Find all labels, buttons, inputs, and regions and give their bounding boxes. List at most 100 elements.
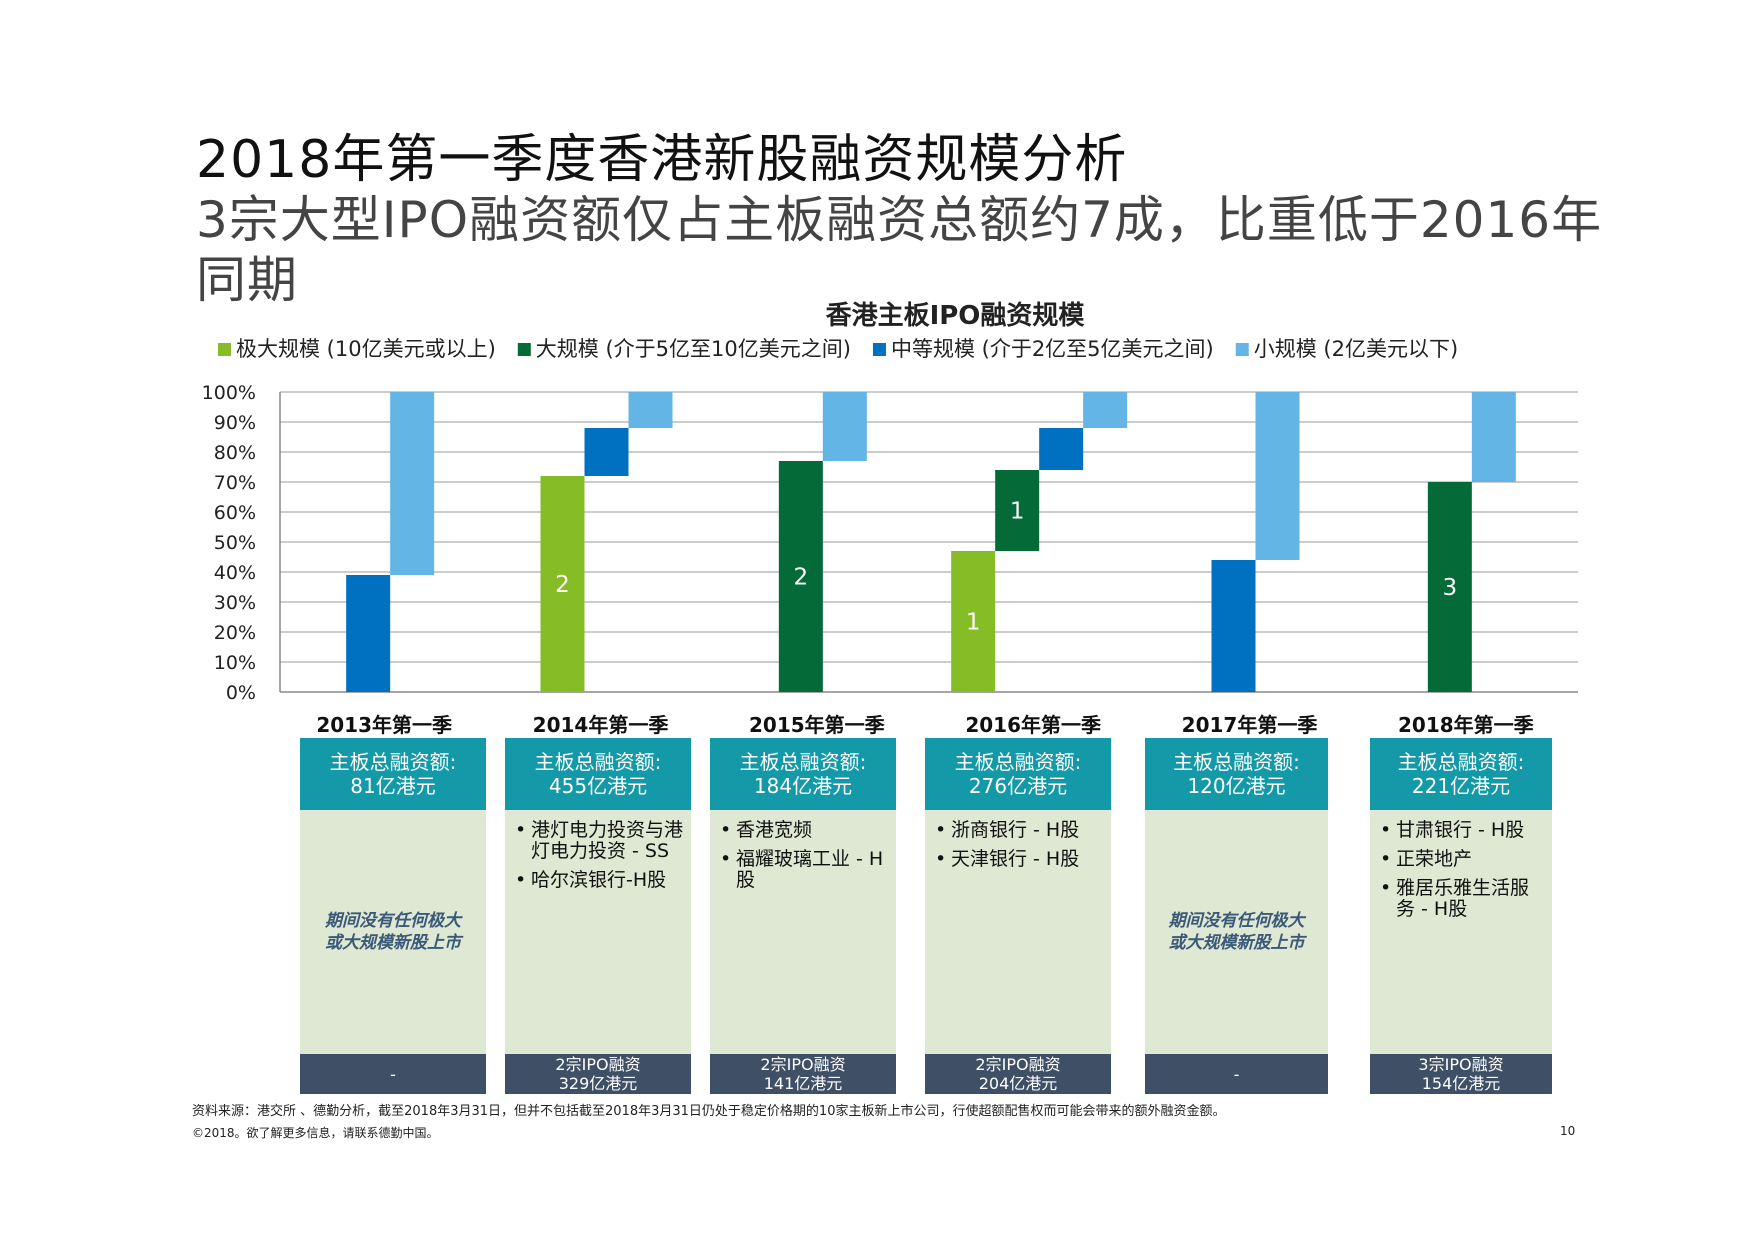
- quarter-panel: 主板总融资额:276亿港元浙商银行 - H股天津银行 - H股2宗IPO融资20…: [925, 738, 1111, 1094]
- panel-total-value: 276亿港元: [968, 774, 1068, 798]
- y-tick-label: 90%: [214, 412, 256, 434]
- bar-l-5: [1427, 482, 1472, 692]
- y-tick-label: 0%: [226, 682, 256, 704]
- ipo-company-item: 香港宽频: [720, 820, 888, 842]
- copyright-note: ©2018。欲了解更多信息，请联系德勤中国。: [192, 1126, 439, 1140]
- x-tick-label: 2013年第一季: [316, 713, 452, 737]
- x-tick-label: 2018年第一季: [1398, 713, 1534, 737]
- bar-s-2: [822, 392, 867, 461]
- panel-total-value: 221亿港元: [1411, 774, 1511, 798]
- bar-count-label: 1: [1010, 499, 1025, 525]
- panel-ipo-count: -: [390, 1064, 396, 1084]
- panel-body: 期间没有任何极大或大规模新股上市: [300, 810, 486, 1054]
- bar-count-label: 2: [794, 565, 809, 591]
- bar-count-label: 3: [1443, 575, 1458, 601]
- panel-ipo-summary: 2宗IPO融资 204亿港元: [925, 1054, 1111, 1094]
- panel-total-value: 120亿港元: [1187, 774, 1286, 798]
- panel-ipo-amount: 154亿港元: [1421, 1074, 1501, 1093]
- y-tick-label: 10%: [214, 652, 256, 674]
- y-tick-label: 40%: [214, 562, 256, 584]
- chart-bars: 2 2 1 1 3: [346, 392, 1516, 692]
- panel-total-label: 主板总融资额:: [1397, 750, 1525, 774]
- panel-body: 甘肃银行 - H股正荣地产雅居乐雅生活服务 - H股: [1370, 810, 1552, 1054]
- bar-count-label: 2: [555, 572, 570, 598]
- panel-ipo-summary: -: [300, 1054, 486, 1094]
- panel-body: 浙商银行 - H股天津银行 - H股: [925, 810, 1111, 1054]
- y-tick-label: 70%: [214, 472, 256, 494]
- y-tick-label: 20%: [214, 622, 256, 644]
- page-number: 10: [1560, 1124, 1576, 1138]
- panel-ipo-summary: -: [1145, 1054, 1328, 1094]
- panel-ipo-amount: 204亿港元: [978, 1074, 1058, 1093]
- quarter-panel: 主板总融资额:221亿港元甘肃银行 - H股正荣地产雅居乐雅生活服务 - H股3…: [1370, 738, 1552, 1094]
- y-tick-label: 100%: [202, 382, 256, 404]
- ipo-scale-chart: 香港主板IPO融资规模 极大规模 (10亿美元或以上) 大规模 (介于5亿至10亿…: [202, 301, 1578, 737]
- panel-total-value: 184亿港元: [753, 774, 853, 798]
- bar-s-4: [1255, 392, 1300, 560]
- panel-ipo-count: 2宗IPO融资: [760, 1055, 846, 1074]
- bar-l-2: [778, 461, 823, 692]
- bar-m-1: [584, 428, 629, 476]
- panel-total-header: 主板总融资额: 120亿港元: [1145, 738, 1328, 810]
- source-note: 资料来源：港交所 、德勤分析，截至2018年3月31日，但并不包括截至2018年…: [192, 1104, 1226, 1119]
- ipo-company-item: 天津银行 - H股: [935, 849, 1103, 871]
- ipo-company-item: 正荣地产: [1380, 849, 1544, 871]
- y-tick-label: 60%: [214, 502, 256, 524]
- page-subtitle: 3宗大型IPO融资额仅占主板融资总额约7成，比重低于2016年同期: [196, 191, 1603, 309]
- bar-l-3: [995, 470, 1040, 551]
- panel-total-header: 主板总融资额: 276亿港元: [925, 738, 1111, 810]
- panel-total-label: 主板总融资额:: [954, 750, 1082, 774]
- legend-swatch-xl: [218, 343, 231, 356]
- panel-ipo-count: 2宗IPO融资: [975, 1055, 1061, 1074]
- quarter-panel: 主板总融资额:184亿港元香港宽频福耀玻璃工业 - H股2宗IPO融资141亿港…: [710, 738, 896, 1094]
- bar-m-0: [346, 575, 391, 692]
- bar-count-label: 1: [966, 610, 981, 636]
- panel-note: 期间没有任何极大或大规模新股上市: [1168, 911, 1305, 953]
- legend-swatch-m: [872, 343, 886, 356]
- bar-s-1: [628, 392, 673, 428]
- ipo-company-item: 雅居乐雅生活服务 - H股: [1380, 878, 1544, 920]
- panel-ipo-amount: 141亿港元: [763, 1074, 843, 1093]
- legend-label-l: 大规模 (介于5亿至10亿美元之间): [536, 337, 851, 361]
- panel-total-value: 81亿港元: [350, 774, 436, 798]
- ipo-company-item: 福耀玻璃工业 - H股: [720, 849, 888, 891]
- panel-total-header: 主板总融资额: 184亿港元: [710, 738, 896, 810]
- x-tick-label: 2016年第一季: [965, 713, 1101, 737]
- y-tick-label: 30%: [214, 592, 256, 614]
- x-tick-label: 2017年第一季: [1182, 713, 1318, 737]
- bar-s-3: [1083, 392, 1128, 428]
- ipo-company-item: 甘肃银行 - H股: [1380, 820, 1544, 842]
- panel-ipo-count: -: [1233, 1064, 1240, 1084]
- legend-label-m: 中等规模 (介于2亿至5亿美元之间): [891, 337, 1214, 361]
- bar-s-5: [1471, 392, 1516, 482]
- panel-total-label: 主板总融资额:: [534, 750, 662, 774]
- panel-body: 香港宽频福耀玻璃工业 - H股: [710, 810, 896, 1054]
- panel-note: 期间没有任何极大或大规模新股上市: [325, 911, 461, 953]
- y-tick-label: 80%: [214, 442, 256, 464]
- chart-legend: 极大规模 (10亿美元或以上) 大规模 (介于5亿至10亿美元之间) 中等规模 (介…: [218, 337, 1458, 361]
- panel-ipo-summary: 2宗IPO融资 329亿港元: [505, 1054, 691, 1094]
- quarter-panel: 主板总融资额:455亿港元港灯电力投资与港灯电力投资 - SS 哈尔滨银行-H股 2…: [505, 738, 691, 1094]
- ipo-company-item: 港灯电力投资与港灯电力投资 - SS: [515, 820, 683, 862]
- bar-s-0: [390, 392, 435, 575]
- y-tick-label: 50%: [214, 532, 256, 554]
- legend-swatch-l: [517, 343, 531, 356]
- panel-total-header: 主板总融资额: 81亿港元: [300, 738, 486, 810]
- legend-label-s: 小规模 (2亿美元以下): [1254, 337, 1458, 361]
- bar-m-4: [1211, 560, 1256, 692]
- panel-ipo-count: 3宗IPO融资: [1418, 1055, 1504, 1074]
- panel-total-value: 455亿港元: [548, 774, 648, 798]
- chart-gridlines: [280, 391, 1578, 693]
- chart-title: 香港主板IPO融资规模: [826, 301, 1086, 331]
- x-axis: 2013年第一季 2014年第一季 2015年第一季 2016年第一季 2017年第一季…: [316, 713, 1533, 737]
- panel-body: 期间没有任何极大或大规模新股上市: [1145, 810, 1328, 1054]
- panel-total-label: 主板总融资额:: [329, 750, 457, 774]
- y-axis: 0% 10% 20% 30% 40% 50% 60% 70% 80% 90% 100%: [202, 382, 281, 704]
- panel-total-header: 主板总融资额: 455亿港元: [505, 738, 691, 810]
- bar-xl-3: [951, 551, 996, 692]
- x-tick-label: 2015年第一季: [749, 713, 885, 737]
- quarter-panel: 主板总融资额: 120亿港元期间没有任何极大或大规模新股上市 -: [1145, 738, 1328, 1094]
- bar-m-3: [1039, 428, 1084, 470]
- panel-ipo-count: 2宗IPO融资: [555, 1055, 641, 1074]
- legend-label-xl: 极大规模 (10亿美元或以上): [236, 337, 496, 361]
